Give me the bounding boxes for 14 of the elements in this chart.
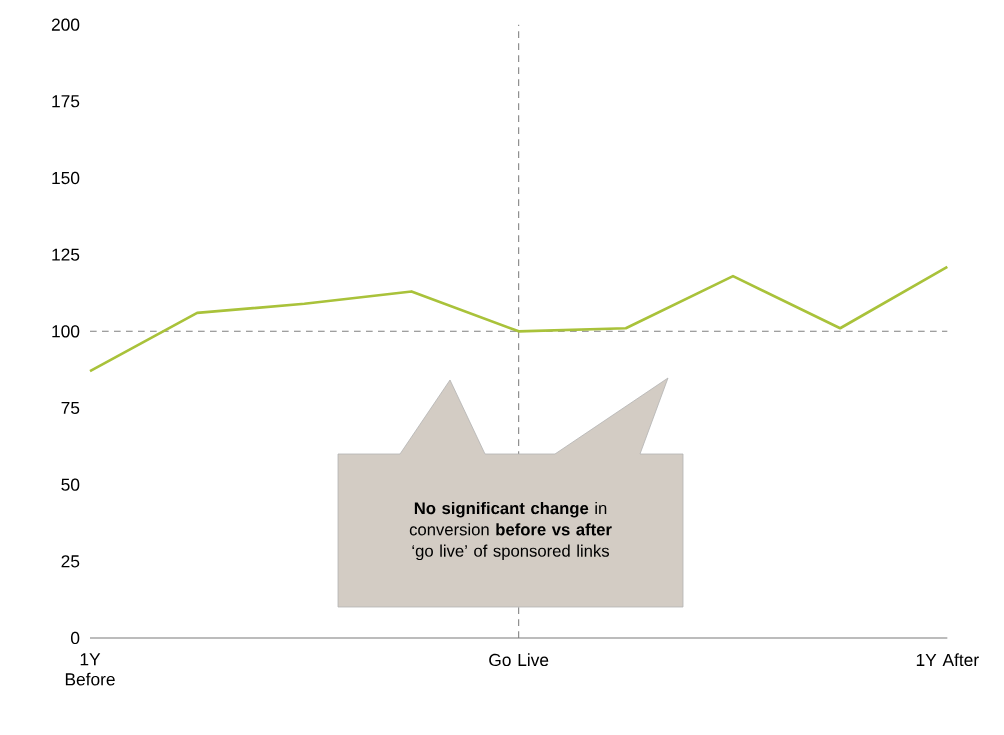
y-tick-label: 150 (52, 171, 80, 185)
y-tick-label: 200 (51, 18, 80, 31)
y-tick-label: 0 (70, 631, 80, 645)
y-tick-label: 50 (61, 478, 80, 491)
y-tick-label: 175 (52, 95, 80, 108)
x-tick-label: 1Y After (916, 653, 979, 667)
x-tick-label: 1Y Before (65, 653, 115, 686)
text: No significant change in conversion before vs after ‘go live’ of sponsored links (409, 501, 612, 561)
y-tick-label: 125 (52, 248, 80, 261)
y-tick-label: 75 (61, 401, 80, 415)
y-tick-label: 25 (61, 555, 80, 568)
line-series (88, 265, 949, 373)
x-tick-label: Go Live (489, 653, 549, 667)
y-tick-label: 100 (52, 325, 80, 338)
